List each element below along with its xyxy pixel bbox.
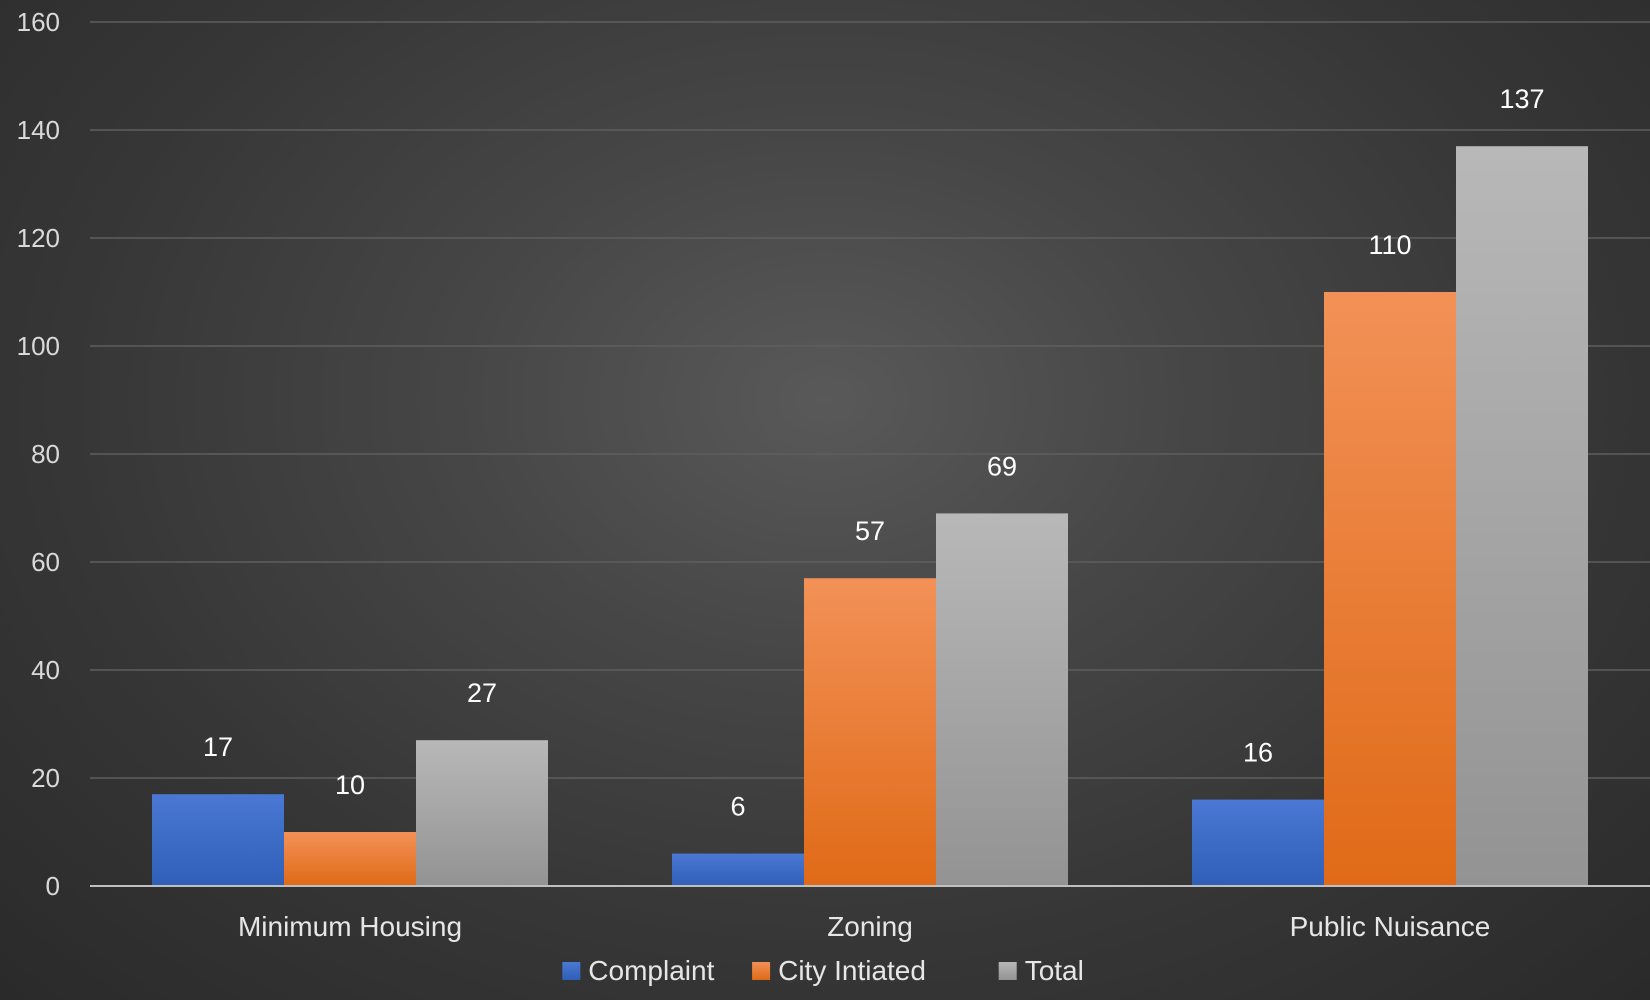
y-tick-label: 80 xyxy=(31,439,60,469)
bar-city-intiated-minimum-housing xyxy=(284,832,416,886)
bar-city-intiated-public-nuisance xyxy=(1324,292,1456,886)
y-tick-label: 20 xyxy=(31,763,60,793)
bar-total-public-nuisance xyxy=(1456,146,1588,886)
y-tick-label: 140 xyxy=(17,115,60,145)
legend-label: City Intiated xyxy=(778,955,926,986)
data-label: 10 xyxy=(335,770,365,800)
bar-complaint-zoning xyxy=(672,854,804,886)
legend-swatch xyxy=(562,962,580,980)
y-tick-label: 100 xyxy=(17,331,60,361)
y-tick-label: 120 xyxy=(17,223,60,253)
bar-complaint-public-nuisance xyxy=(1192,800,1324,886)
category-label: Minimum Housing xyxy=(238,911,462,942)
legend-label: Total xyxy=(1025,955,1084,986)
bar-complaint-minimum-housing xyxy=(152,794,284,886)
legend-label: Complaint xyxy=(588,955,714,986)
legend-swatch xyxy=(999,962,1017,980)
data-label: 110 xyxy=(1368,230,1411,260)
data-label: 6 xyxy=(730,792,745,822)
y-tick-label: 60 xyxy=(31,547,60,577)
legend-item-city-intiated: City Intiated xyxy=(752,955,926,986)
data-label: 69 xyxy=(987,451,1017,481)
data-label: 16 xyxy=(1243,738,1273,768)
y-tick-label: 160 xyxy=(17,7,60,37)
data-label: 57 xyxy=(855,516,885,546)
bar-city-intiated-zoning xyxy=(804,578,936,886)
legend-item-total: Total xyxy=(999,955,1084,986)
bar-total-minimum-housing xyxy=(416,740,548,886)
y-axis-ticks: 0 20 40 60 80 100 120 140 160 xyxy=(17,7,60,901)
data-label: 137 xyxy=(1499,84,1544,114)
legend-item-complaint: Complaint xyxy=(562,955,714,986)
category-label: Zoning xyxy=(827,911,913,942)
category-label: Public Nuisance xyxy=(1290,911,1491,942)
data-label: 27 xyxy=(467,678,497,708)
bar-total-zoning xyxy=(936,513,1068,886)
data-label: 17 xyxy=(203,732,233,762)
legend-swatch xyxy=(752,962,770,980)
legend: Complaint City Intiated Total xyxy=(562,955,1084,986)
y-tick-label: 0 xyxy=(46,871,60,901)
y-tick-label: 40 xyxy=(31,655,60,685)
category-labels: Minimum Housing Zoning Public Nuisance xyxy=(238,911,1490,942)
